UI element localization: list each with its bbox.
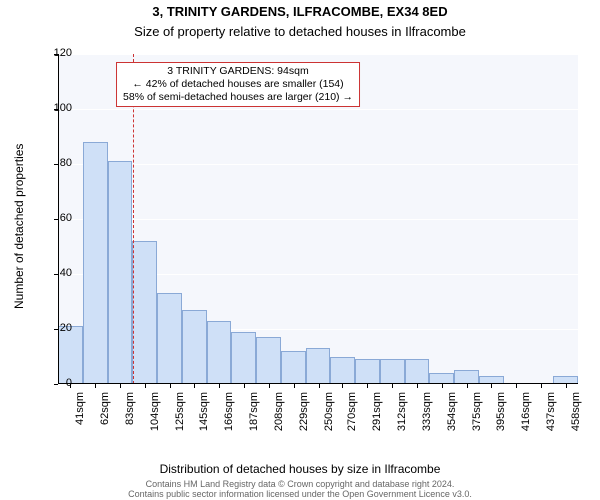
- xtick-label: 458sqm: [570, 392, 582, 436]
- histogram-bar: [256, 337, 281, 384]
- xtick-mark: [491, 384, 492, 388]
- xtick-mark: [467, 384, 468, 388]
- xtick-mark: [194, 384, 195, 388]
- xtick-label: 229sqm: [298, 392, 310, 436]
- histogram-bar: [182, 310, 207, 384]
- histogram-bar: [83, 142, 108, 384]
- credits-line2: Contains public sector information licen…: [0, 490, 600, 500]
- histogram-bar: [405, 359, 430, 384]
- histogram-bar: [231, 332, 256, 384]
- gridline: [58, 219, 578, 220]
- annotation-line3: 58% of semi-detached houses are larger (…: [123, 91, 353, 104]
- annotation-line2: ← 42% of detached houses are smaller (15…: [123, 78, 353, 91]
- xtick-label: 354sqm: [446, 392, 458, 436]
- chart-title-line1: 3, TRINITY GARDENS, ILFRACOMBE, EX34 8ED: [0, 4, 600, 19]
- xtick-mark: [244, 384, 245, 388]
- ytick-mark: [54, 54, 58, 55]
- xtick-mark: [566, 384, 567, 388]
- x-axis-label: Distribution of detached houses by size …: [0, 462, 600, 476]
- xtick-label: 208sqm: [273, 392, 285, 436]
- ytick-mark: [54, 384, 58, 385]
- xtick-mark: [319, 384, 320, 388]
- histogram-bar: [58, 326, 83, 384]
- xtick-label: 312sqm: [396, 392, 408, 436]
- histogram-bar: [108, 161, 133, 384]
- ytick-label: 40: [32, 267, 72, 279]
- xtick-label: 437sqm: [545, 392, 557, 436]
- annotation-box: 3 TRINITY GARDENS: 94sqm ← 42% of detach…: [116, 62, 360, 107]
- chart-title-line2: Size of property relative to detached ho…: [0, 24, 600, 39]
- xtick-mark: [170, 384, 171, 388]
- xtick-label: 187sqm: [248, 392, 260, 436]
- xtick-mark: [120, 384, 121, 388]
- xtick-label: 166sqm: [223, 392, 235, 436]
- histogram-bar: [454, 370, 479, 384]
- xtick-mark: [70, 384, 71, 388]
- histogram-bar: [355, 359, 380, 384]
- xtick-label: 41sqm: [74, 392, 86, 436]
- histogram-bar: [157, 293, 182, 384]
- chart-container: 3, TRINITY GARDENS, ILFRACOMBE, EX34 8ED…: [0, 0, 600, 500]
- xtick-mark: [392, 384, 393, 388]
- xtick-label: 375sqm: [471, 392, 483, 436]
- xtick-mark: [442, 384, 443, 388]
- ytick-mark: [54, 219, 58, 220]
- histogram-bar: [132, 241, 157, 384]
- xtick-label: 104sqm: [149, 392, 161, 436]
- ytick-label: 80: [32, 157, 72, 169]
- histogram-bar: [306, 348, 331, 384]
- gridline: [58, 164, 578, 165]
- ytick-label: 0: [32, 377, 72, 389]
- histogram-bar: [281, 351, 306, 384]
- histogram-bar: [330, 357, 355, 385]
- xtick-label: 83sqm: [124, 392, 136, 436]
- ytick-mark: [54, 274, 58, 275]
- ytick-label: 120: [32, 47, 72, 59]
- xtick-mark: [516, 384, 517, 388]
- gridline: [58, 54, 578, 55]
- xtick-mark: [294, 384, 295, 388]
- xtick-mark: [95, 384, 96, 388]
- histogram-bar: [380, 359, 405, 384]
- xtick-label: 62sqm: [99, 392, 111, 436]
- xtick-mark: [219, 384, 220, 388]
- y-axis-label: Number of detached properties: [12, 144, 26, 309]
- histogram-bar: [207, 321, 232, 384]
- xtick-label: 125sqm: [174, 392, 186, 436]
- ytick-label: 20: [32, 322, 72, 334]
- ytick-mark: [54, 109, 58, 110]
- xtick-label: 250sqm: [323, 392, 335, 436]
- xtick-mark: [145, 384, 146, 388]
- xtick-label: 416sqm: [520, 392, 532, 436]
- xtick-mark: [541, 384, 542, 388]
- gridline: [58, 109, 578, 110]
- xtick-label: 270sqm: [346, 392, 358, 436]
- xtick-mark: [367, 384, 368, 388]
- ytick-mark: [54, 164, 58, 165]
- xtick-label: 291sqm: [371, 392, 383, 436]
- xtick-mark: [417, 384, 418, 388]
- xtick-mark: [269, 384, 270, 388]
- ytick-label: 100: [32, 102, 72, 114]
- xtick-label: 395sqm: [495, 392, 507, 436]
- xtick-label: 333sqm: [421, 392, 433, 436]
- annotation-line1: 3 TRINITY GARDENS: 94sqm: [123, 65, 353, 78]
- xtick-mark: [342, 384, 343, 388]
- xtick-label: 145sqm: [198, 392, 210, 436]
- credits: Contains HM Land Registry data © Crown c…: [0, 480, 600, 500]
- ytick-mark: [54, 329, 58, 330]
- ytick-label: 60: [32, 212, 72, 224]
